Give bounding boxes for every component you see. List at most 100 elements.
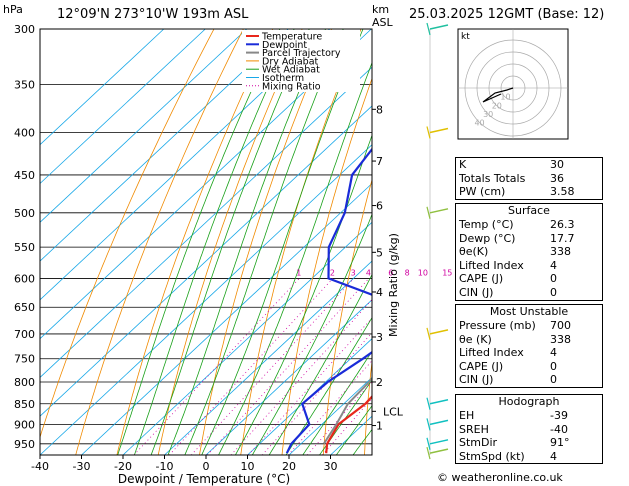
hodograph-value: 4	[550, 449, 557, 463]
pressure-tick-label: 400	[14, 127, 35, 140]
wet-adiabat-line	[117, 29, 281, 455]
wind-barb-staff	[426, 397, 431, 410]
pressure-tick-label: 650	[14, 301, 35, 314]
surface-row: Lifted Index 4	[456, 259, 602, 273]
mixing-ratio-label: 10	[418, 268, 428, 277]
plot-background	[40, 29, 372, 455]
surface-label: θe(K)	[459, 245, 489, 259]
dry-adiabat-line	[281, 77, 372, 455]
mixing-ratio-label: 15	[442, 268, 452, 277]
most-unstable-value: 700	[550, 319, 571, 332]
footer-credit: © weatheronline.co.uk	[437, 471, 563, 484]
dry-adiabat-line	[322, 178, 372, 455]
mixing-ratio-line	[169, 278, 334, 455]
dry-adiabat-line	[40, 29, 215, 439]
surface-label: Lifted Index	[459, 258, 524, 272]
hodograph-ring-label: 40	[474, 119, 484, 128]
index-value: 3.58	[550, 185, 575, 199]
hodograph-row: SREH -40	[456, 423, 602, 437]
hodograph-value: 91°	[550, 436, 570, 450]
date-title: 25.03.2025 12GMT (Base: 12)	[409, 7, 605, 22]
wet-adiabat-line	[133, 29, 295, 455]
km-label: km	[372, 3, 389, 16]
km-tick-label: 1	[376, 420, 383, 433]
most-unstable-label: CAPE (J)	[459, 359, 504, 373]
legend-box	[242, 30, 360, 92]
most-unstable-row: CIN (J) 0	[456, 373, 602, 387]
surface-row: CIN (J) 0	[456, 286, 602, 300]
location-title: 12°09'N 273°10'W 193m ASL	[57, 7, 249, 22]
mixing-ratio-line	[306, 381, 372, 455]
pressure-tick-label: 600	[14, 272, 35, 285]
mixing-ratio-axis-label: Mixing Ratio (g/kg)	[387, 233, 400, 337]
dry-adiabat-line	[199, 29, 332, 455]
surface-label: CIN (J)	[459, 285, 494, 299]
surface-value: 26.3	[550, 218, 575, 231]
index-row: Totals Totals 36	[456, 172, 602, 186]
hodograph-value: -40	[550, 422, 568, 436]
mixing-ratio-label: 3	[351, 268, 356, 277]
wind-barbs	[426, 22, 449, 460]
pressure-tick-label: 850	[14, 398, 35, 411]
isotherm-line	[40, 144, 372, 455]
most-unstable-row: θe (K) 338	[456, 333, 602, 347]
hodograph-ring	[464, 39, 562, 137]
legend-entry: Parcel Trajectory	[262, 48, 341, 59]
hodograph-row: StmDir 91°	[456, 436, 602, 450]
isotherm-line	[40, 29, 206, 185]
surface-row: θe(K) 338	[456, 245, 602, 259]
temp-tick-label: 0	[203, 460, 210, 473]
most-unstable-value: 4	[550, 346, 557, 360]
parcel-trajectory-line	[322, 377, 372, 445]
legend-entry: Isotherm	[262, 73, 304, 84]
surface-value: 0	[550, 272, 557, 286]
wet-adiabat-line	[218, 61, 372, 455]
pressure-tick-label: 350	[14, 78, 35, 91]
wet-adiabat-line	[201, 29, 364, 455]
wind-barb	[429, 127, 449, 134]
surface-row: CAPE (J) 0	[456, 272, 602, 286]
hodograph-ring	[488, 63, 538, 113]
surface-row: Temp (°C) 26.3	[456, 218, 602, 232]
legend-entry: Temperature	[261, 32, 322, 43]
hodograph-ring-label: 10	[500, 93, 510, 102]
isotherm-line	[40, 66, 372, 378]
index-label: Totals Totals	[459, 171, 526, 185]
index-row: PW (cm) 3.58	[456, 185, 602, 199]
hodograph-unit-label: kt	[461, 32, 470, 42]
pressure-tick-label: 750	[14, 353, 35, 366]
mixing-ratio-line	[133, 278, 300, 455]
axes: 1234681015202530035040045050055060065070…	[14, 23, 485, 473]
pressure-tick-label: 450	[14, 169, 35, 182]
wind-barb	[429, 439, 449, 445]
most-unstable-label: θe (K)	[459, 332, 492, 346]
hodograph-label: StmDir	[459, 436, 498, 450]
mixing-ratio-label: 6	[388, 268, 393, 277]
wind-barb	[429, 448, 449, 454]
isotherm-line	[288, 376, 372, 455]
most-unstable-label: Pressure (mb)	[459, 319, 536, 332]
surface-row: Dewp (°C) 17.7	[456, 232, 602, 246]
wet-adiabat-line	[184, 29, 344, 455]
km-tick-label: 5	[376, 246, 383, 259]
wind-barb-staff	[426, 447, 431, 460]
most-unstable-label: Lifted Index	[459, 346, 524, 360]
isotherm-line	[40, 29, 331, 301]
mixing-ratio-line	[248, 317, 372, 455]
wet-adiabat-line	[150, 29, 310, 455]
wet-adiabat-line	[335, 405, 372, 455]
wind-barb-staff	[426, 418, 431, 431]
x-axis-label: Dewpoint / Temperature (°C)	[118, 472, 290, 486]
wind-barb	[429, 329, 449, 335]
wind-barb	[429, 24, 449, 30]
wind-barb-staff	[426, 22, 431, 36]
surface-title: Surface	[508, 204, 550, 217]
hodograph-ring-label: 20	[492, 101, 502, 110]
legend-entry: Dry Adiabat	[262, 56, 319, 67]
km-tick-label: LCL	[383, 405, 404, 418]
wind-barb-staff	[426, 126, 431, 139]
wind-barb-staff	[426, 327, 431, 341]
wet-adiabat-line	[285, 316, 372, 455]
